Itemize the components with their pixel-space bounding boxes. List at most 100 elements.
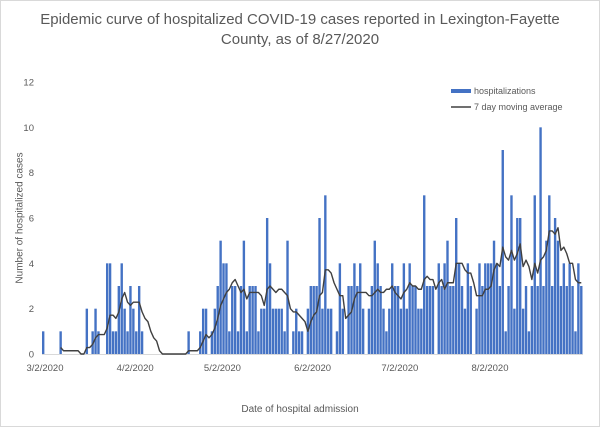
bar [391,263,394,354]
bar [117,286,121,354]
bar [548,195,551,354]
bar [213,308,216,354]
bar [524,286,528,354]
bar [321,308,324,354]
y-tick-label: 0 [29,350,34,361]
bar [565,286,568,354]
bar [265,218,269,354]
bar [449,286,452,354]
bar [280,308,283,354]
bar [513,308,516,354]
bar [199,331,202,354]
bar [553,218,557,354]
bar [469,286,472,354]
bar [437,263,440,354]
moving-average-line [60,227,582,355]
y-tick-label: 8 [29,168,34,179]
bar [393,286,397,354]
bar [495,263,499,354]
x-tick-label: 3/2/2020 [27,363,64,374]
x-tick-label: 7/2/2020 [381,363,418,374]
bar [359,263,362,354]
bar [97,331,100,354]
bar [580,286,583,354]
bar [466,263,470,354]
bar [484,263,487,354]
bar [222,263,225,354]
bar [530,286,534,354]
legend-label-moving-average: 7 day moving average [474,102,563,112]
bar [137,286,141,354]
bar [353,263,356,354]
legend: hospitalizations 7 day moving average [451,86,563,112]
bar [300,331,304,354]
bar [460,286,464,354]
legend-swatch-hospitalizations [451,89,471,93]
bar [126,331,129,354]
bar [315,286,318,354]
bar [356,286,359,354]
bar [385,331,388,354]
bar [257,331,260,354]
bar [519,218,522,354]
bar [132,308,135,354]
bar [347,286,350,354]
bar [108,263,112,354]
bar [219,240,222,354]
bar [271,308,275,354]
bar [533,195,536,354]
bar [245,331,248,354]
bar [521,308,525,354]
bar [510,195,513,354]
bar [489,263,493,354]
bar [420,308,423,354]
bar [376,263,379,354]
bar [388,308,391,354]
bar [114,331,118,354]
bar [361,308,365,354]
bar [329,308,333,354]
bar [542,286,545,354]
bar [338,263,342,354]
bar [228,331,231,354]
x-axis-ticks: 3/2/2020 4/2/2020 5/2/2020 6/2/2020 7/2/2020… [27,363,509,374]
bar [242,240,246,354]
bar [440,286,443,354]
bar [405,308,408,354]
bar [341,308,344,354]
bar [571,286,574,354]
bar [297,331,301,354]
bar [248,286,251,354]
bar [568,263,571,354]
bar [260,308,263,354]
bar [577,263,580,354]
bar [559,286,563,354]
bar [123,308,126,354]
bar [431,286,435,354]
bar [443,263,446,354]
bar [551,286,554,354]
bar [417,308,420,354]
bar [492,240,496,354]
bar [140,331,144,354]
bar [382,308,385,354]
bar [504,331,507,354]
y-tick-label: 12 [23,78,34,89]
bar [295,308,298,354]
bar [373,240,376,354]
bar [408,263,411,354]
bar [231,286,234,354]
bar [335,331,339,354]
bar [292,331,295,354]
bar [312,286,315,354]
bar [236,331,240,354]
bar [425,286,429,354]
y-tick-label: 6 [29,214,34,225]
bar [396,286,400,354]
bar [457,263,461,354]
chart-title-line-2: County, as of 8/27/2020 [220,31,380,48]
chart-title-line-1: Epidemic curve of hospitalized COVID-19 … [40,11,560,28]
y-tick-label: 2 [29,304,34,315]
